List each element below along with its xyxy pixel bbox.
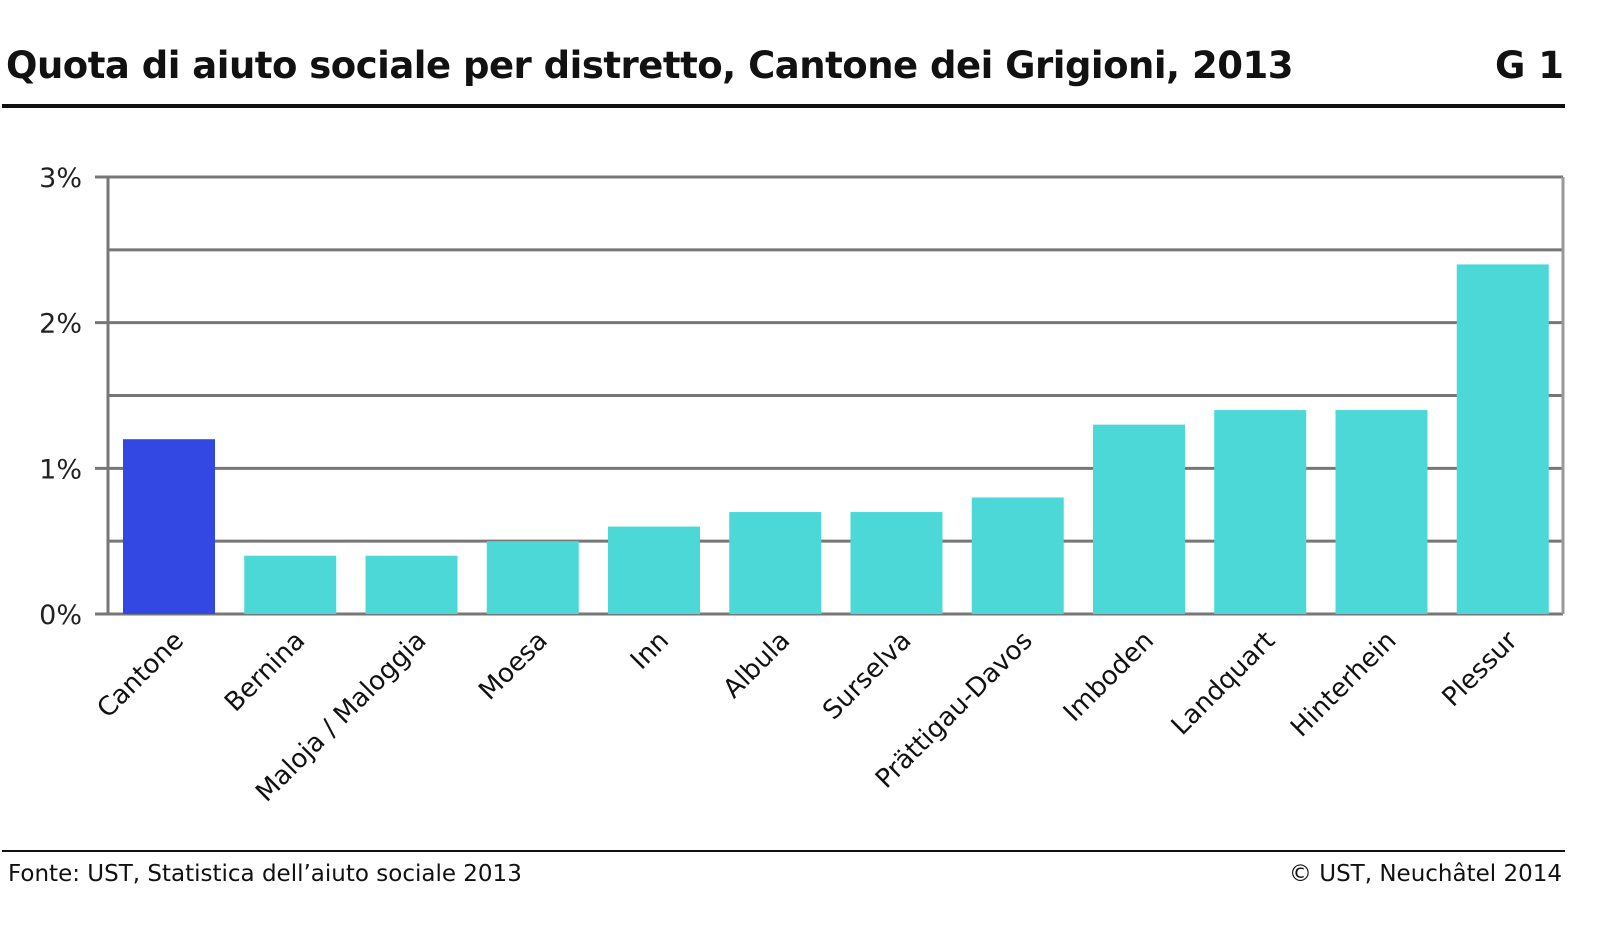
x-tick-label: Inn: [625, 626, 675, 676]
y-tick-label: 3%: [39, 163, 82, 194]
x-tick-label: Hinterhein: [1285, 626, 1402, 743]
source-note: Fonte: UST, Statistica dell’aiuto social…: [8, 861, 522, 887]
x-tick-label: Surselva: [817, 626, 917, 726]
bar-albula: [729, 512, 822, 614]
x-tick-label: Bernina: [219, 626, 311, 718]
x-tick-label: Landquart: [1166, 626, 1281, 741]
x-tick-label: Cantone: [92, 626, 190, 724]
y-tick-label: 2%: [39, 309, 82, 340]
bar-landquart: [1214, 410, 1307, 614]
bar-cantone: [123, 439, 215, 614]
x-tick-label: Plessur: [1437, 626, 1524, 713]
bar-moesa: [486, 541, 579, 614]
x-tick-label: Imboden: [1058, 626, 1160, 728]
x-tick-label: Albula: [718, 626, 797, 705]
y-tick-label: 0%: [39, 600, 82, 631]
title-divider: [2, 104, 1565, 108]
chart-code: G 1: [1495, 44, 1564, 87]
bar-bernina: [244, 555, 337, 614]
bar-maloja-maloggia: [365, 555, 458, 614]
y-tick-label: 1%: [39, 454, 82, 485]
chart-title: Quota di aiuto sociale per distretto, Ca…: [6, 44, 1293, 87]
bar-pr-ttigau-davos: [971, 497, 1064, 614]
copyright-note: © UST, Neuchâtel 2014: [1288, 861, 1562, 887]
bar-inn: [608, 526, 700, 614]
bar-plessur: [1456, 264, 1549, 614]
bar-imboden: [1093, 424, 1185, 614]
footer-divider: [2, 850, 1565, 852]
bar-surselva: [850, 512, 943, 614]
x-tick-label: Moesa: [473, 626, 553, 706]
bar-hinterhein: [1335, 410, 1428, 614]
